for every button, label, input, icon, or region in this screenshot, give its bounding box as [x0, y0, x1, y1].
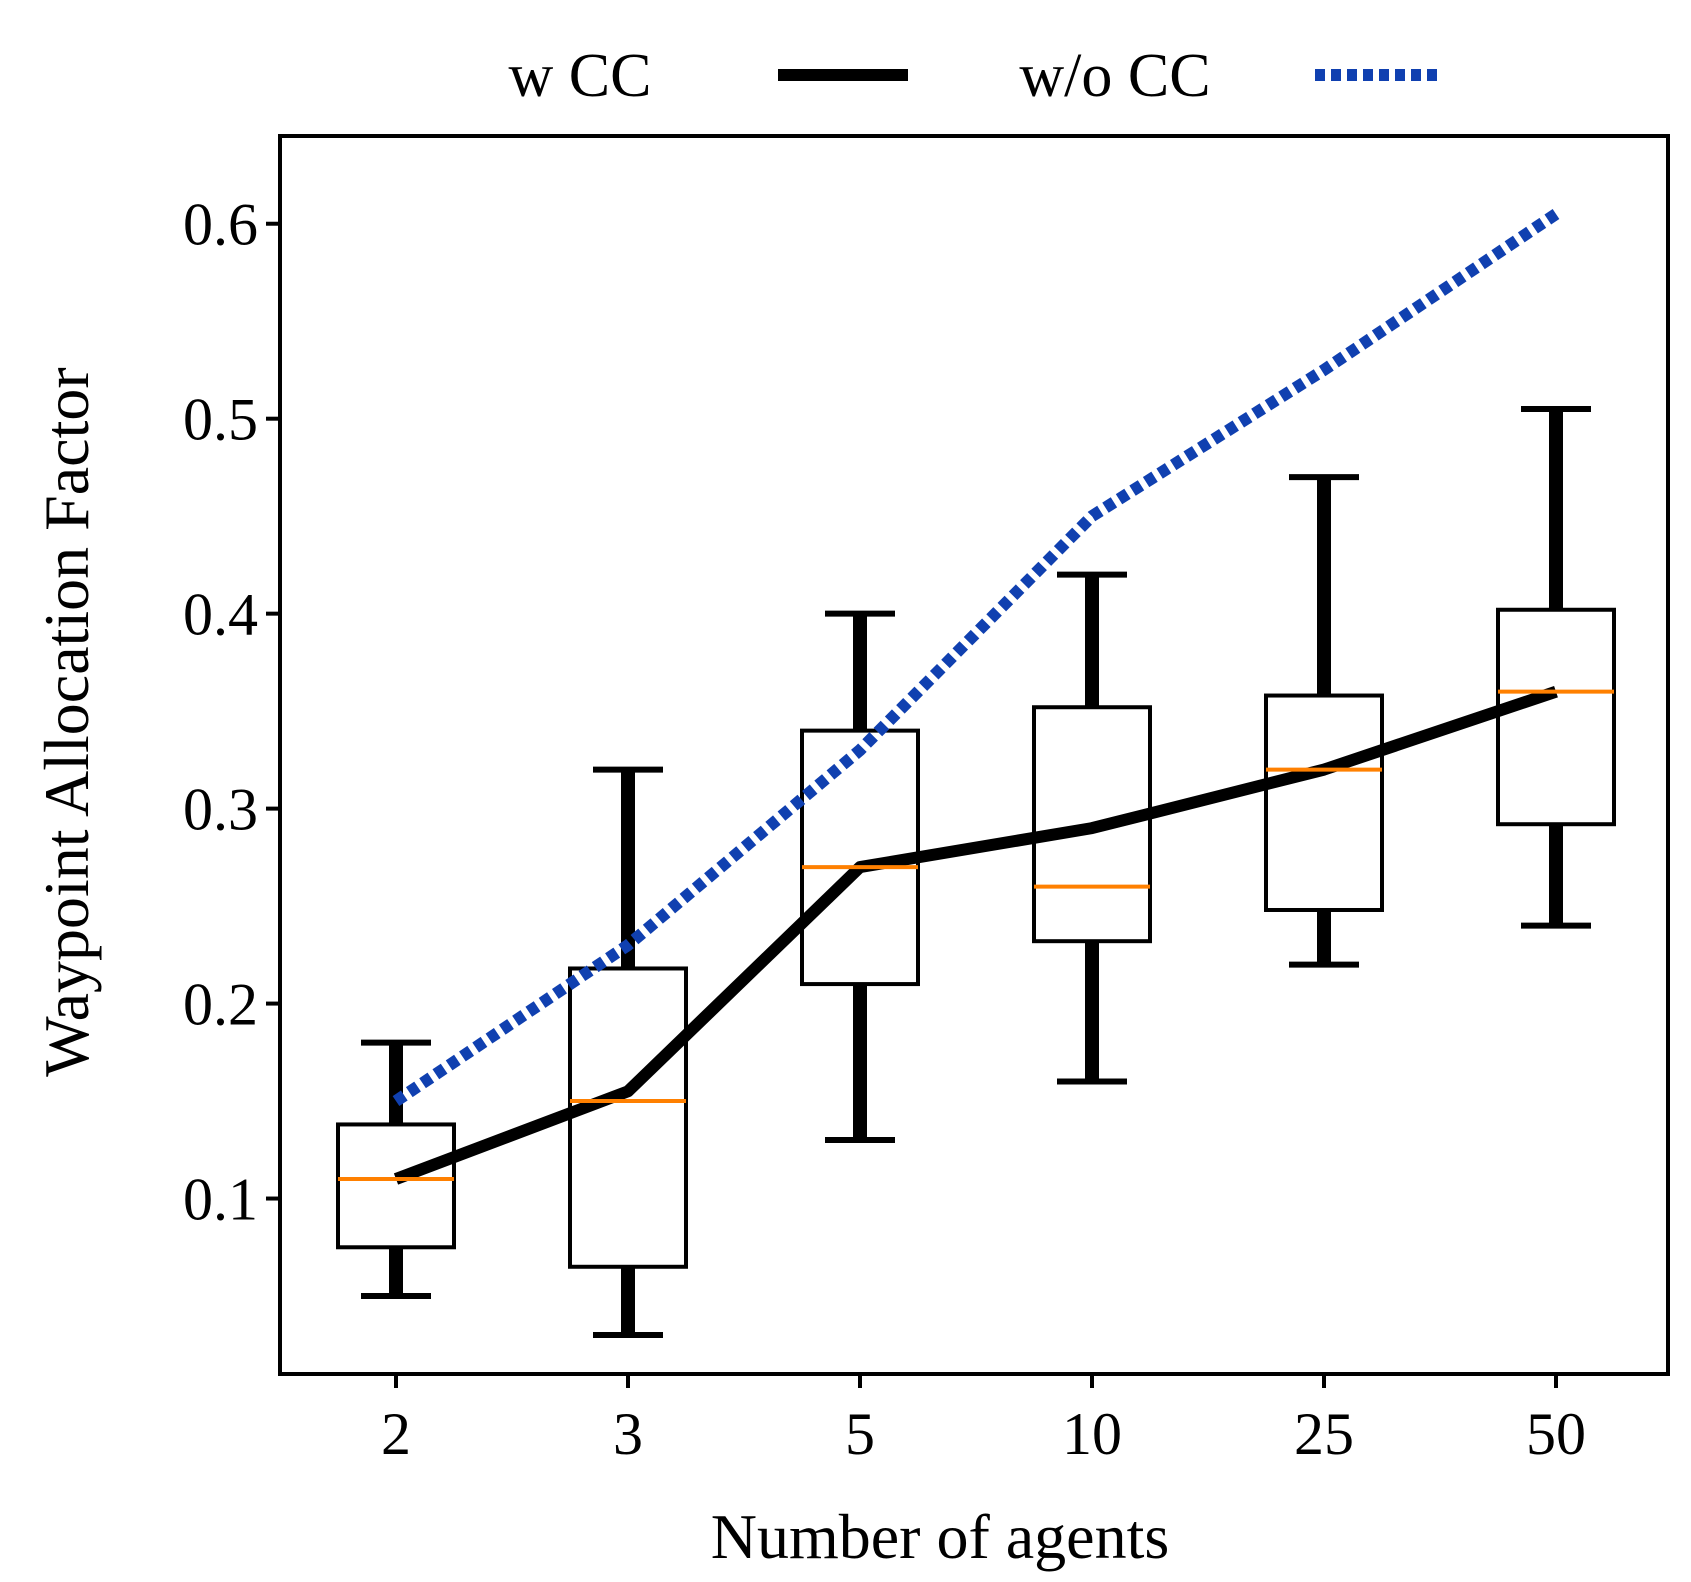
- y-tick-label-0.1: 0.1: [183, 1167, 258, 1233]
- y-tick-label-0.2: 0.2: [183, 972, 258, 1038]
- box-cat-2: [336, 1122, 456, 1250]
- plot-frame: [278, 134, 1670, 1376]
- x-tick-label-2: 2: [381, 1401, 411, 1467]
- series-line-wo-cc: [392, 209, 1560, 1107]
- x-tick-label-10: 10: [1062, 1401, 1122, 1467]
- y-tick-label-0.6: 0.6: [183, 192, 258, 258]
- series-point-wo-cc-25: [1323, 369, 1325, 371]
- series-layer: [392, 209, 1560, 1185]
- box-cat-50: [1496, 607, 1616, 827]
- legend: w CC w/o CC: [509, 42, 1440, 110]
- y-axis: 0.1 0.2 0.3 0.4 0.5 0.6: [183, 192, 280, 1233]
- x-tick-label-50: 50: [1526, 1401, 1586, 1467]
- medians-layer: [338, 689, 1614, 1182]
- boxes-layer: [336, 405, 1616, 1339]
- series-point-wo-cc-50: [1555, 213, 1557, 215]
- series-point-wo-cc-3: [627, 944, 629, 946]
- x-tick-label-25: 25: [1294, 1401, 1354, 1467]
- x-axis-label: Number of agents: [711, 1501, 1170, 1572]
- legend-label-wo-cc: w/o CC: [1019, 42, 1210, 110]
- legend-label-w-cc: w CC: [509, 42, 652, 110]
- y-axis-label: Waypoint Allocation Factor: [31, 367, 102, 1076]
- series-point-wo-cc-10: [1091, 515, 1093, 517]
- series-point-w-cc-3: [627, 1090, 629, 1092]
- series-line-w-cc: [393, 685, 1558, 1185]
- box-cat-25: [1264, 693, 1384, 912]
- x-tick-label-5: 5: [845, 1401, 875, 1467]
- y-tick-label-0.5: 0.5: [183, 387, 258, 453]
- series-point-w-cc-10: [1091, 827, 1093, 829]
- x-axis: 2 3 5 10 25 50: [381, 1374, 1586, 1467]
- series-point-wo-cc-5: [859, 749, 861, 751]
- y-tick-label-0.3: 0.3: [183, 777, 258, 843]
- y-tick-label-0.4: 0.4: [183, 582, 258, 648]
- series-point-wo-cc-2: [395, 1100, 397, 1102]
- box-cat-3: [568, 966, 688, 1269]
- x-tick-label-3: 3: [613, 1401, 643, 1467]
